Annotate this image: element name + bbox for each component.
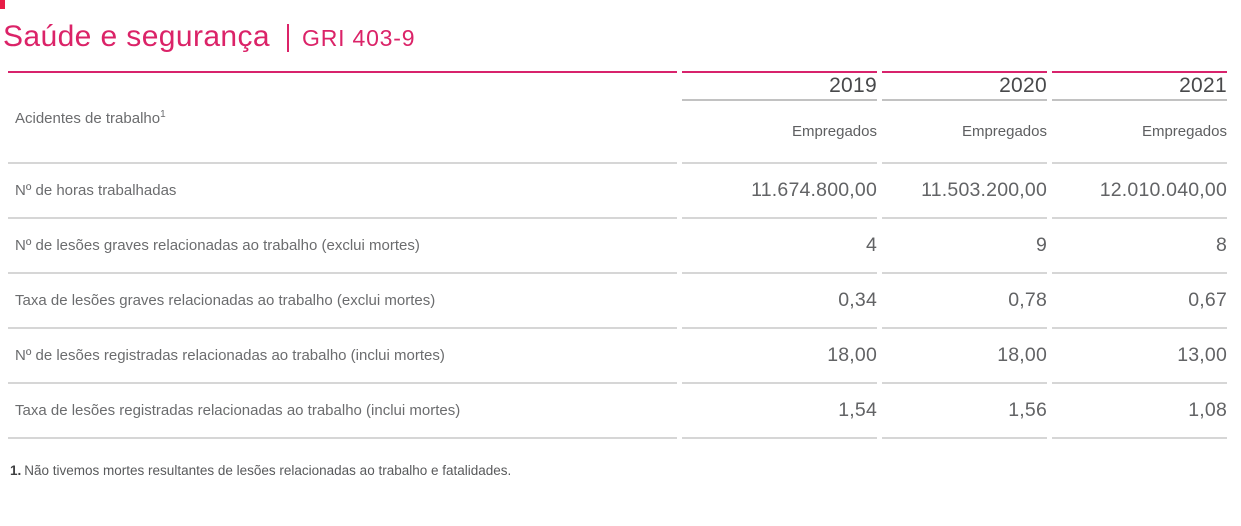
value-cell: 1,54: [682, 384, 877, 439]
value-cell: 1,56: [882, 384, 1047, 439]
subheader-empregados-2020: Empregados: [882, 101, 1047, 164]
table-footnote: 1. Não tivemos mortes resultantes de lesõ…: [10, 463, 1232, 478]
table-row-recorded-injury-rate: Taxa de lesões registradas relacionadas …: [8, 384, 1227, 439]
value-cell: 1,08: [1052, 384, 1227, 439]
subheader-empregados-2021: Empregados: [1052, 101, 1227, 164]
gri-reference-tag: GRI 403-9: [302, 24, 416, 51]
year-header-2020: 2020: [882, 71, 1047, 101]
row-label: Nº de lesões registradas relacionadas ao…: [8, 329, 677, 384]
corner-bleed-mark: [0, 0, 5, 9]
value-cell: 0,34: [682, 274, 877, 329]
row-label: Taxa de lesões registradas relacionadas …: [8, 384, 677, 439]
subheader-row: Empregados Empregados Empregados: [8, 101, 1227, 164]
value-cell: 13,00: [1052, 329, 1227, 384]
table-corner-label: Acidentes de trabalho1: [8, 71, 677, 164]
table-row-recorded-injuries: Nº de lesões registradas relacionadas ao…: [8, 329, 1227, 384]
table-row-serious-injury-rate: Taxa de lesões graves relacionadas ao tr…: [8, 274, 1227, 329]
value-cell: 8: [1052, 219, 1227, 274]
value-cell: 11.674.800,00: [682, 164, 877, 219]
footnote-ref: 1: [160, 108, 166, 120]
footnote-text: Não tivemos mortes resultantes de lesões…: [24, 463, 512, 478]
row-label: Nº de horas trabalhadas: [8, 164, 677, 219]
year-header-row: Acidentes de trabalho1 2019 2020 2021: [8, 71, 1227, 164]
value-cell: 18,00: [682, 329, 877, 384]
row-label: Nº de lesões graves relacionadas ao trab…: [8, 219, 677, 274]
value-cell: 0,67: [1052, 274, 1227, 329]
accidents-table: Acidentes de trabalho1 2019 2020 2021 Em…: [3, 71, 1232, 439]
footnote-marker: 1.: [10, 463, 22, 478]
row-label: Taxa de lesões graves relacionadas ao tr…: [8, 274, 677, 329]
value-cell: 4: [682, 219, 877, 274]
section-header: Saúde e segurança GRI 403-9: [3, 0, 1232, 71]
corner-label-text: Acidentes de trabalho: [15, 109, 161, 127]
value-cell: 0,78: [882, 274, 1047, 329]
subheader-empregados-2019: Empregados: [682, 101, 877, 164]
table-row-hours-worked: Nº de horas trabalhadas 11.674.800,00 11…: [8, 164, 1227, 219]
value-cell: 18,00: [882, 329, 1047, 384]
table-row-serious-injuries: Nº de lesões graves relacionadas ao trab…: [8, 219, 1227, 274]
value-cell: 11.503.200,00: [882, 164, 1047, 219]
title-divider-bar: [287, 23, 290, 52]
page-title: Saúde e segurança: [3, 19, 271, 53]
year-header-2021: 2021: [1052, 71, 1227, 101]
value-cell: 9: [882, 219, 1047, 274]
value-cell: 12.010.040,00: [1052, 164, 1227, 219]
year-header-2019: 2019: [682, 71, 877, 101]
